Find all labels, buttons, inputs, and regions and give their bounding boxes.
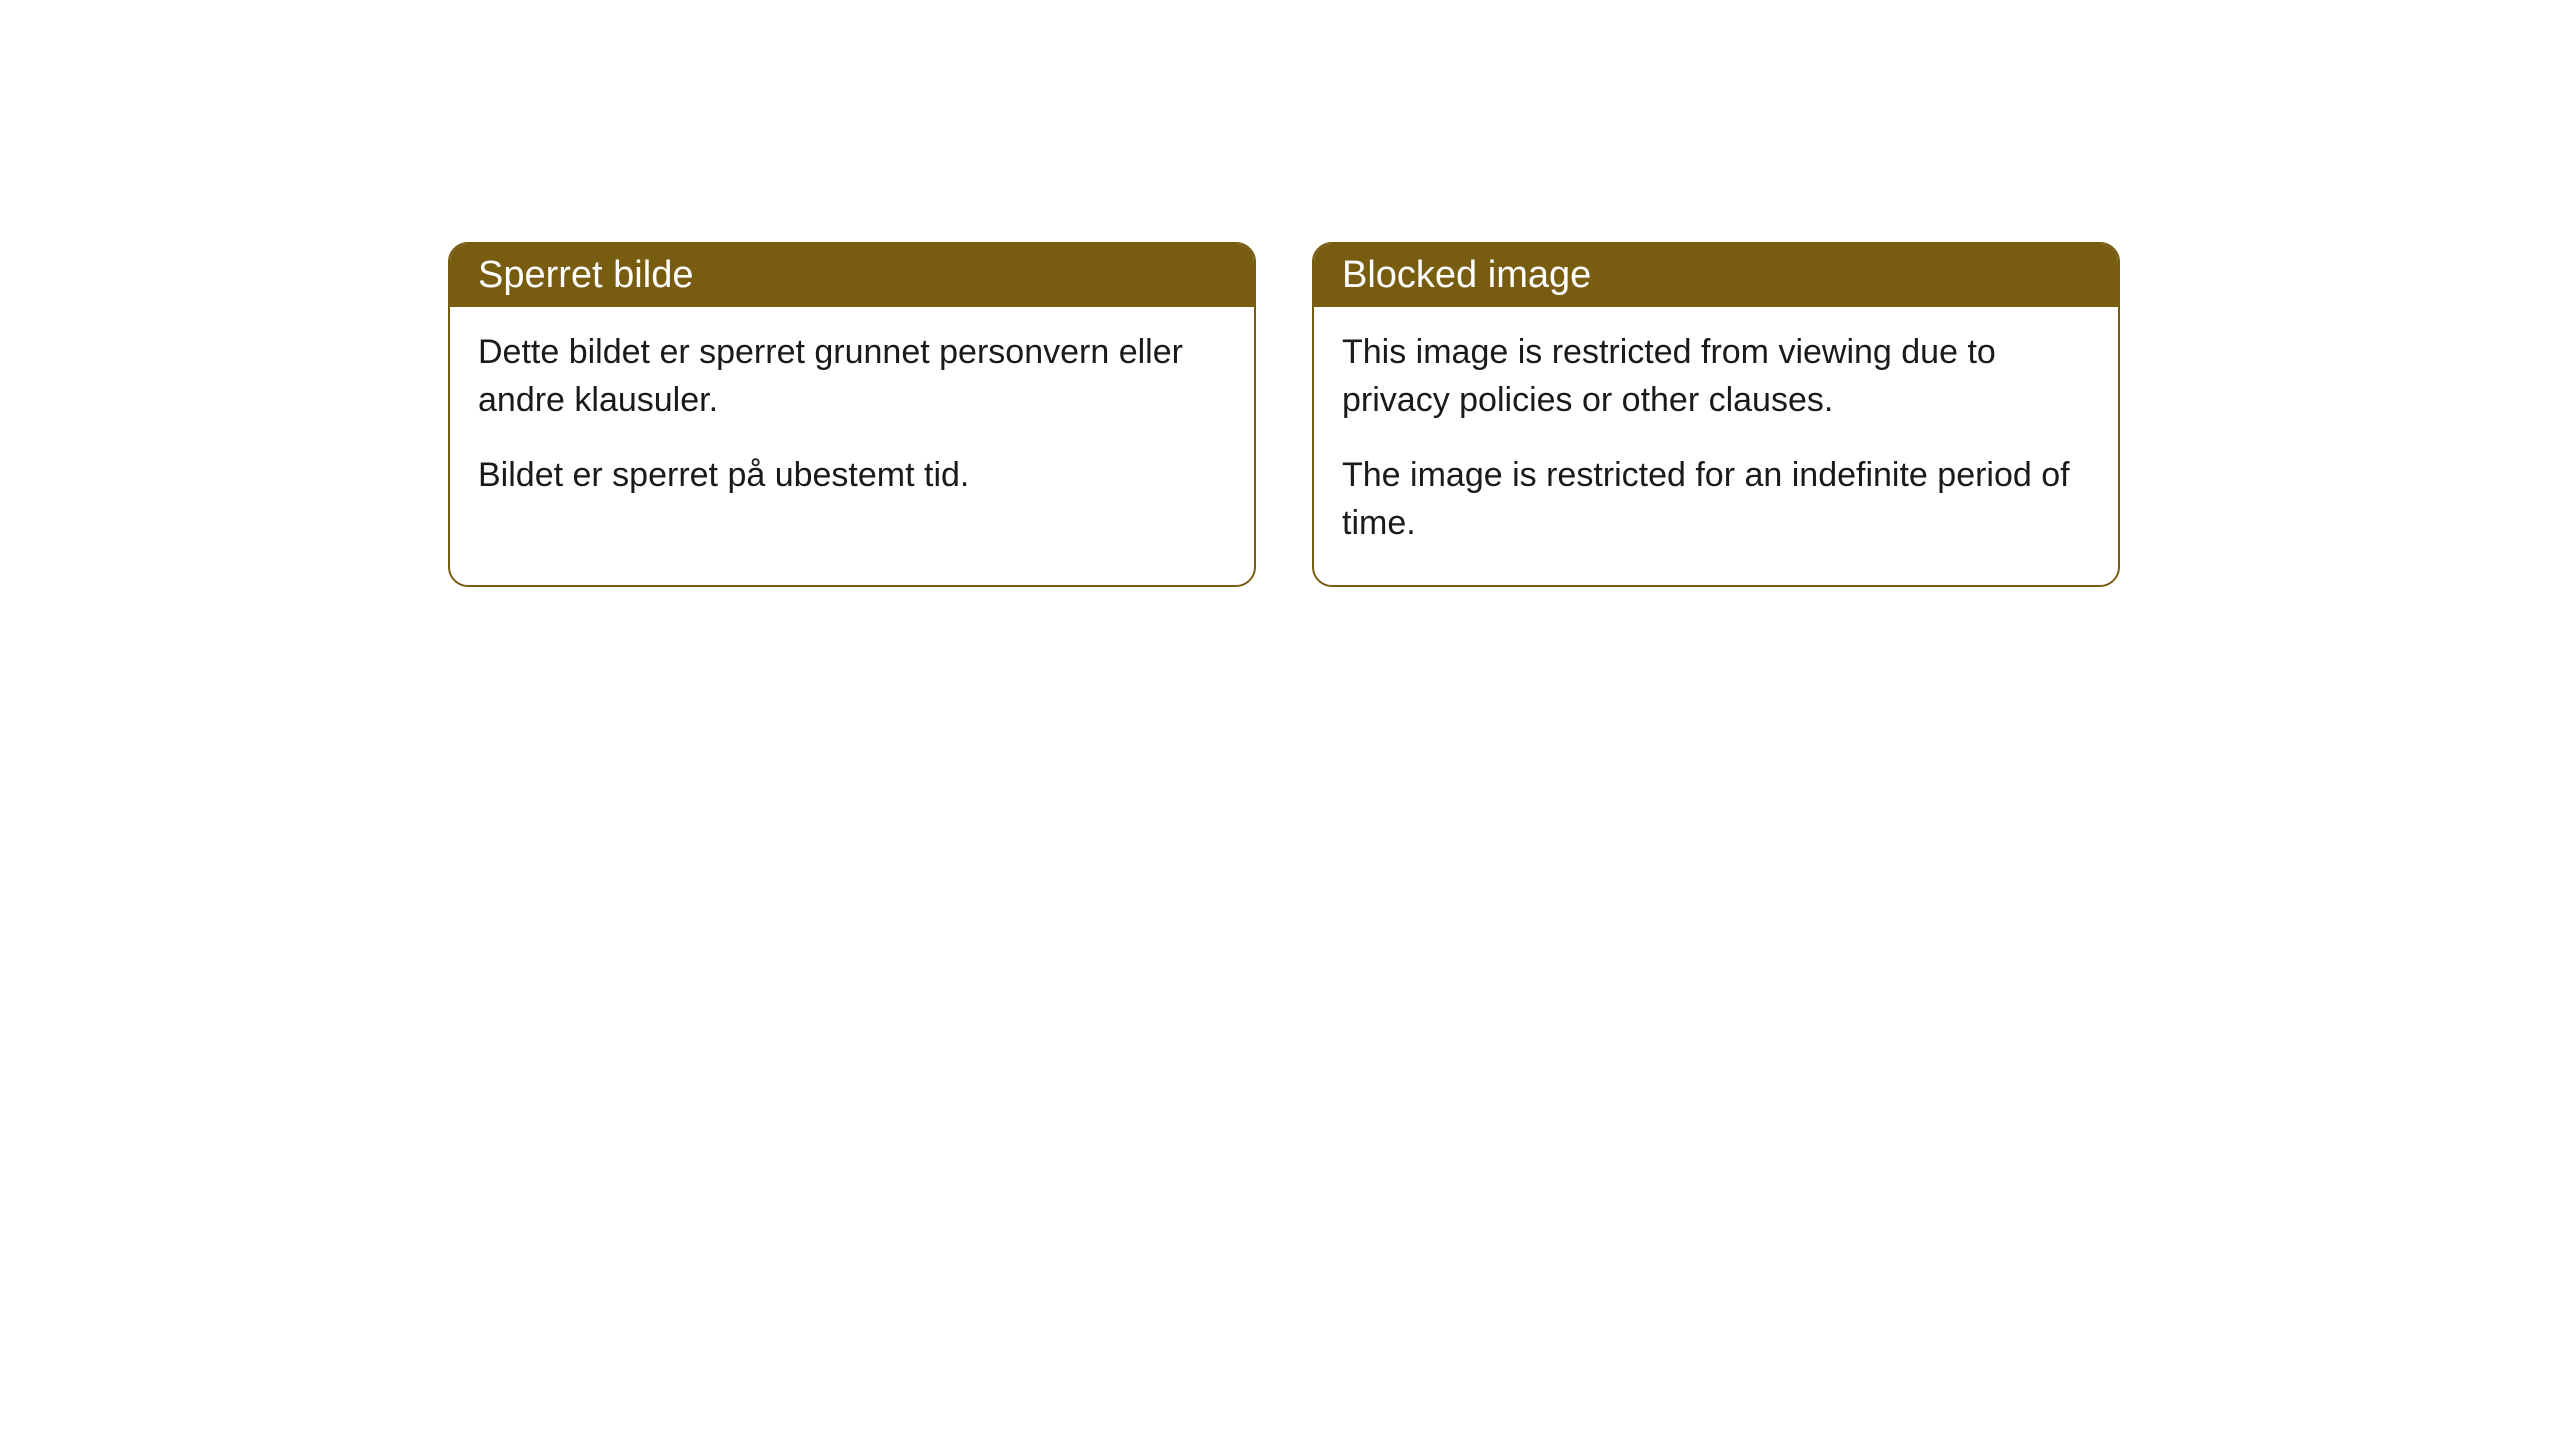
card-paragraph: The image is restricted for an indefinit… <box>1342 452 2090 547</box>
card-paragraph: This image is restricted from viewing du… <box>1342 329 2090 424</box>
card-body: This image is restricted from viewing du… <box>1314 307 2118 585</box>
blocked-image-card-en: Blocked image This image is restricted f… <box>1312 242 2120 587</box>
card-paragraph: Dette bildet er sperret grunnet personve… <box>478 329 1226 424</box>
blocked-image-card-no: Sperret bilde Dette bildet er sperret gr… <box>448 242 1256 587</box>
card-header: Sperret bilde <box>450 244 1254 307</box>
notice-cards-container: Sperret bilde Dette bildet er sperret gr… <box>0 0 2560 587</box>
card-paragraph: Bildet er sperret på ubestemt tid. <box>478 452 1226 500</box>
card-body: Dette bildet er sperret grunnet personve… <box>450 307 1254 538</box>
card-header: Blocked image <box>1314 244 2118 307</box>
